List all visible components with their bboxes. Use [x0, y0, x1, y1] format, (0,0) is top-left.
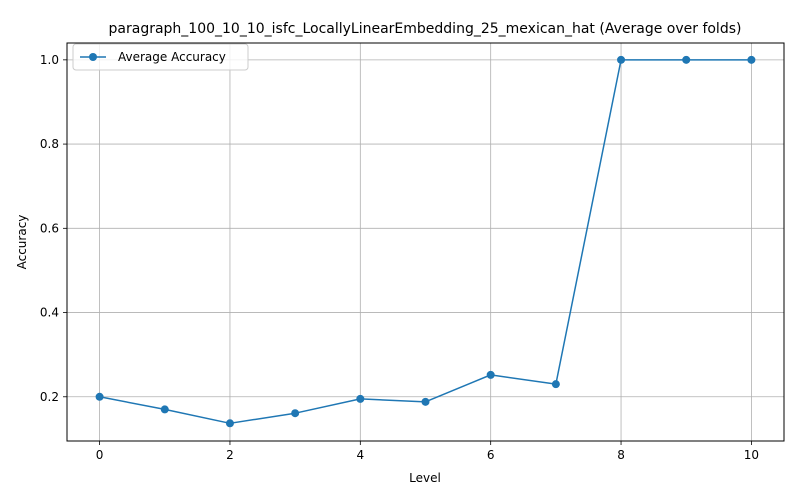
x-axis-label: Level — [409, 471, 441, 485]
legend-box — [72, 43, 249, 71]
plot-area-frame — [66, 42, 785, 442]
legend: Average Accuracy — [72, 43, 249, 71]
y-tick-label: 0.2 — [40, 390, 59, 404]
data-point — [421, 397, 430, 406]
data-point — [617, 55, 626, 64]
y-tick-label: 0.8 — [40, 137, 59, 151]
x-tick-label: 8 — [617, 448, 625, 462]
data-point — [95, 392, 104, 401]
data-point — [551, 380, 560, 389]
y-tick-label: 1.0 — [40, 53, 59, 67]
y-axis-label: Accuracy — [15, 215, 29, 270]
data-point — [356, 394, 365, 403]
series-layer — [95, 55, 756, 428]
axis-ticks: 0 2 4 6 8 10 0.2 0.4 0.6 0.8 1.0 — [40, 53, 759, 462]
y-tick-label: 0.6 — [40, 221, 59, 235]
data-point — [291, 409, 300, 418]
data-point — [486, 370, 495, 379]
data-point — [682, 55, 691, 64]
legend-marker — [89, 53, 97, 61]
x-tick-label: 4 — [356, 448, 364, 462]
y-tick-label: 0.4 — [40, 306, 59, 320]
data-point — [747, 55, 756, 64]
chart-title: paragraph_100_10_10_isfc_LocallyLinearEm… — [109, 21, 742, 37]
series-line — [99, 59, 752, 425]
x-tick-label: 0 — [96, 448, 104, 462]
x-tick-label: 6 — [487, 448, 495, 462]
legend-label: Average Accuracy — [118, 50, 226, 64]
data-point — [225, 419, 234, 428]
data-point — [160, 405, 169, 414]
x-tick-label: 10 — [744, 448, 759, 462]
x-tick-label: 2 — [226, 448, 234, 462]
grid — [67, 43, 784, 441]
